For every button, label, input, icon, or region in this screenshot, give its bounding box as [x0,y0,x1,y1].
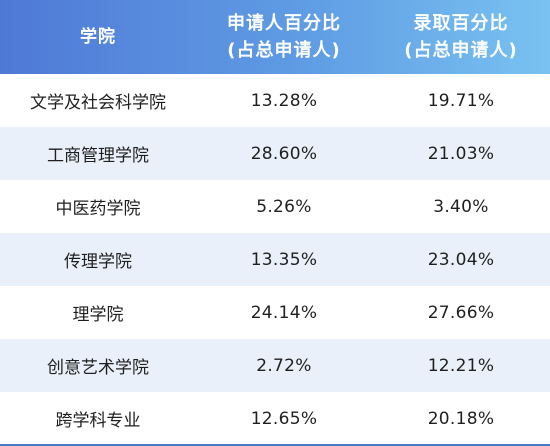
admitted-pct: 3.40% [433,196,489,217]
table-row: 理学院 24.14% 27.66% [0,286,550,339]
applicants-pct: 13.35% [250,249,318,270]
header-applicants-pct: 申请人百分比 (占总申请人) [196,0,372,74]
table-row: 工商管理学院 28.60% 21.03% [0,127,550,180]
table-row: 创意艺术学院 2.72% 12.21% [0,339,550,392]
table-row: 跨学科专业 12.65% 20.18% [0,392,550,445]
college-name: 中医药学院 [55,199,141,219]
college-name: 创意艺术学院 [47,358,149,378]
header-admitted-line1: 录取百分比 [413,13,509,34]
header-admitted-line2: (占总申请人) [404,40,518,61]
admitted-pct: 19.71% [427,90,495,111]
table-row: 传理学院 13.35% 23.04% [0,233,550,286]
college-name: 工商管理学院 [47,146,149,166]
college-name: 理学院 [72,305,124,325]
applicants-pct: 28.60% [250,143,318,164]
college-name: 传理学院 [64,252,132,272]
header-applicants-line2: (占总申请人) [227,40,341,61]
table-row: 中医药学院 5.26% 3.40% [0,180,550,233]
table-header: 学院 申请人百分比 (占总申请人) 录取百分比 (占总申请人) [0,0,550,74]
applicants-pct: 13.28% [250,90,318,111]
admitted-pct: 27.66% [427,302,495,323]
table-row: 文学及社会科学院 13.28% 19.71% [0,74,550,127]
header-admitted-pct: 录取百分比 (占总申请人) [372,0,550,74]
admitted-pct: 20.18% [427,408,495,429]
applicants-pct: 12.65% [250,408,318,429]
applicants-pct: 24.14% [250,302,318,323]
header-college: 学院 [0,0,196,74]
college-name: 文学及社会科学院 [30,93,166,113]
header-applicants-line1: 申请人百分比 [227,13,341,34]
applicants-pct: 2.72% [256,355,312,376]
admitted-pct: 21.03% [427,143,495,164]
header-college-label: 学院 [80,26,116,47]
college-name: 跨学科专业 [55,411,141,431]
admitted-pct: 23.04% [427,249,495,270]
applicants-pct: 5.26% [256,196,312,217]
admitted-pct: 12.21% [427,355,495,376]
